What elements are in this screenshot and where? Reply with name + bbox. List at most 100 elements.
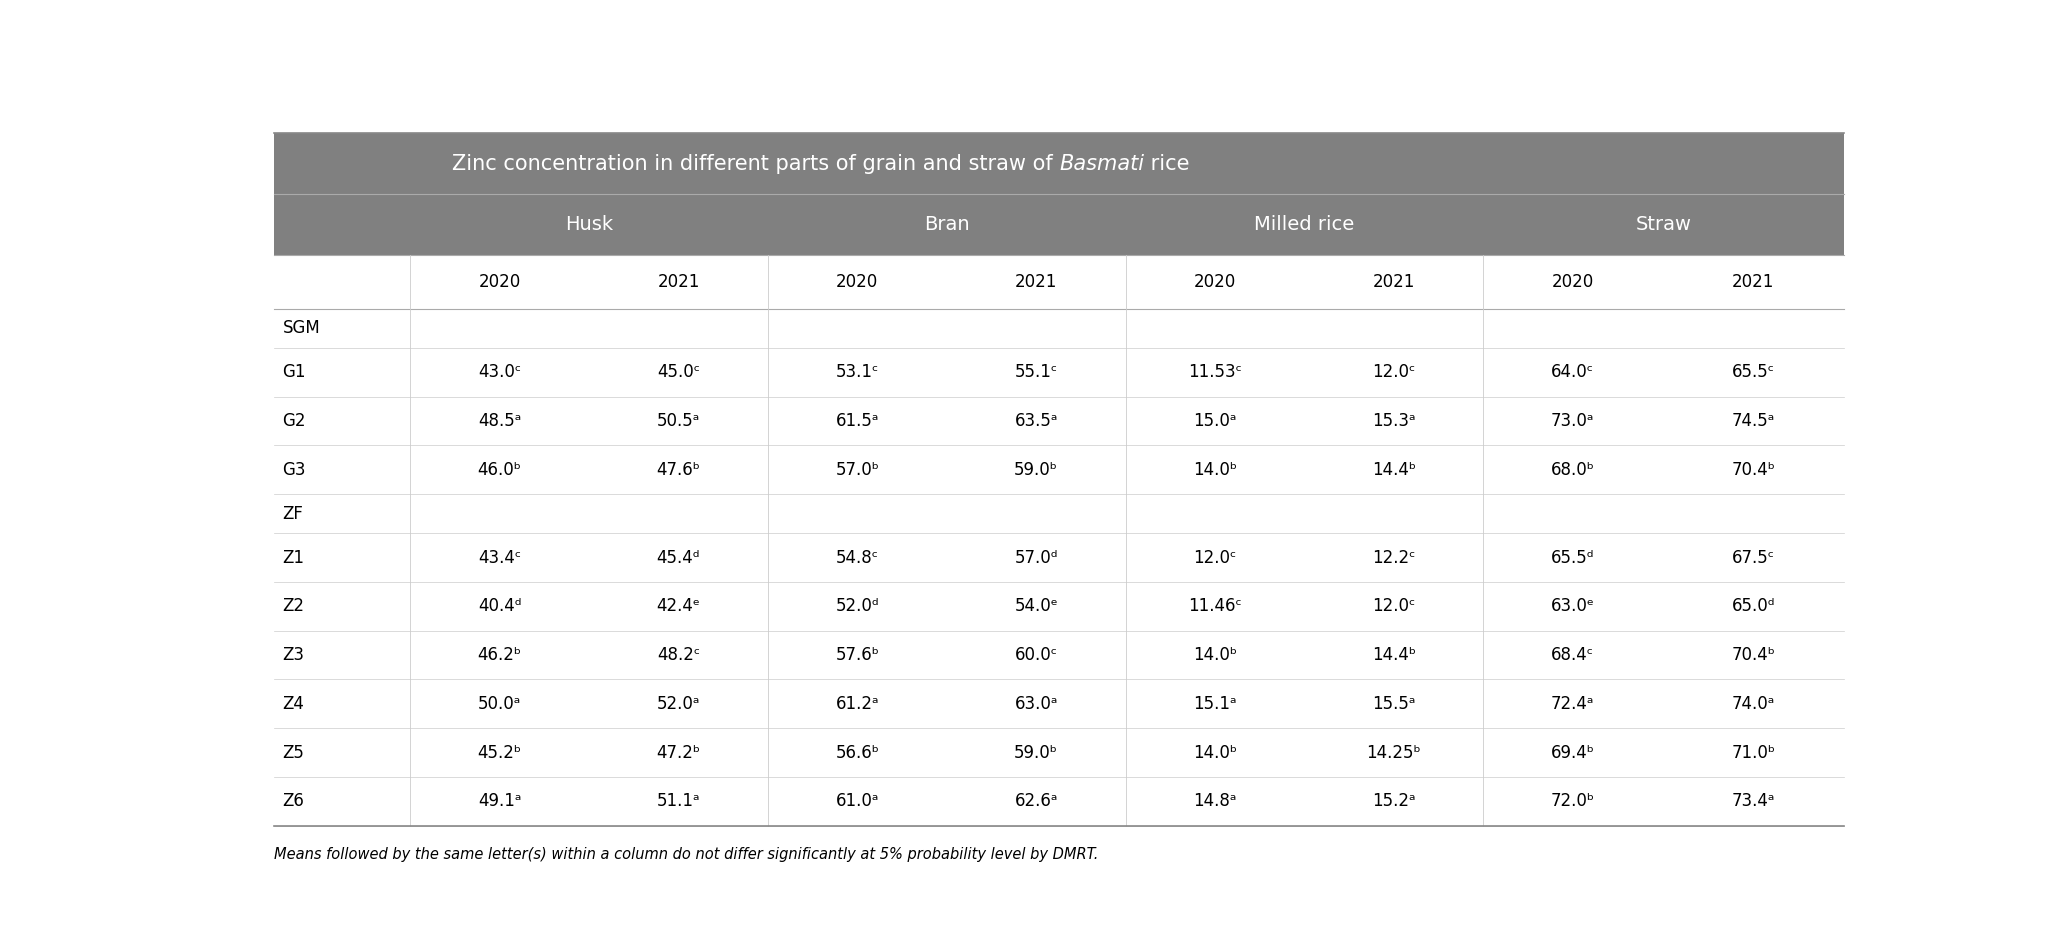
Text: 60.0ᶜ: 60.0ᶜ [1015,646,1058,664]
Text: 14.4ᵇ: 14.4ᵇ [1372,646,1416,664]
Text: Milled rice: Milled rice [1255,215,1354,233]
Text: 59.0ᵇ: 59.0ᵇ [1015,460,1058,479]
Text: Z4: Z4 [283,695,304,712]
Text: 72.4ᵃ: 72.4ᵃ [1550,695,1594,712]
Text: Straw: Straw [1635,215,1691,233]
Text: Zinc concentration in different parts of grain and straw of: Zinc concentration in different parts of… [453,153,1060,174]
Text: 70.4ᵇ: 70.4ᵇ [1732,646,1776,664]
Text: 2021: 2021 [1372,272,1416,291]
Text: Means followed by the same letter(s) within a column do not differ significantly: Means followed by the same letter(s) wit… [275,847,1100,862]
Text: 15.1ᵃ: 15.1ᵃ [1193,695,1236,712]
Bar [275,494,1844,534]
Text: rice: rice [1145,153,1191,174]
Bar [275,194,1844,255]
Text: 14.0ᵇ: 14.0ᵇ [1193,460,1236,479]
Text: 61.2ᵃ: 61.2ᵃ [835,695,878,712]
Text: 14.25ᵇ: 14.25ᵇ [1366,743,1422,762]
Text: 54.8ᶜ: 54.8ᶜ [835,549,878,566]
Text: 63.0ᵃ: 63.0ᵃ [1015,695,1058,712]
Text: 64.0ᶜ: 64.0ᶜ [1550,364,1594,381]
Text: 14.0ᵇ: 14.0ᵇ [1193,646,1236,664]
Text: 47.6ᵇ: 47.6ᵇ [657,460,701,479]
Text: 50.5ᵃ: 50.5ᵃ [657,412,701,430]
Text: 56.6ᵇ: 56.6ᵇ [835,743,878,762]
Text: 73.4ᵃ: 73.4ᵃ [1732,792,1776,810]
Bar [275,396,1844,445]
Text: ZF: ZF [283,505,304,523]
Text: 62.6ᵃ: 62.6ᵃ [1015,792,1058,810]
Text: 65.5ᵈ: 65.5ᵈ [1550,549,1594,566]
Text: 68.0ᵇ: 68.0ᵇ [1550,460,1594,479]
Text: 42.4ᵉ: 42.4ᵉ [657,597,701,616]
Text: 46.0ᵇ: 46.0ᵇ [477,460,521,479]
Text: Z5: Z5 [283,743,304,762]
Text: 2020: 2020 [1195,272,1236,291]
Bar [275,631,1844,680]
Text: Bran: Bran [924,215,969,233]
Text: 48.5ᵃ: 48.5ᵃ [477,412,521,430]
Bar [275,582,1844,631]
Text: 15.2ᵃ: 15.2ᵃ [1372,792,1416,810]
Bar [275,777,1844,826]
Text: 46.2ᵇ: 46.2ᵇ [477,646,521,664]
Bar [275,728,1844,777]
Text: 43.4ᶜ: 43.4ᶜ [477,549,521,566]
Bar [275,534,1844,582]
Text: 15.3ᵃ: 15.3ᵃ [1372,412,1416,430]
Text: 14.0ᵇ: 14.0ᵇ [1193,743,1236,762]
Text: 2021: 2021 [1732,272,1773,291]
Text: 61.0ᵃ: 61.0ᵃ [835,792,878,810]
Text: 67.5ᶜ: 67.5ᶜ [1732,549,1776,566]
Text: 54.0ᵉ: 54.0ᵉ [1015,597,1058,616]
Text: 2020: 2020 [837,272,878,291]
Text: SGM: SGM [283,319,320,338]
Text: G2: G2 [283,412,306,430]
Text: 71.0ᵇ: 71.0ᵇ [1732,743,1776,762]
Text: 45.0ᶜ: 45.0ᶜ [657,364,701,381]
Text: 69.4ᵇ: 69.4ᵇ [1550,743,1594,762]
Text: 50.0ᵃ: 50.0ᵃ [477,695,521,712]
Text: 53.1ᶜ: 53.1ᶜ [835,364,878,381]
Text: 73.0ᵃ: 73.0ᵃ [1550,412,1594,430]
Text: 47.2ᵇ: 47.2ᵇ [657,743,701,762]
Text: Husk: Husk [564,215,614,233]
Text: 15.5ᵃ: 15.5ᵃ [1372,695,1416,712]
Text: 57.0ᵈ: 57.0ᵈ [1015,549,1058,566]
Text: Z2: Z2 [283,597,304,616]
Text: 65.5ᶜ: 65.5ᶜ [1732,364,1776,381]
Text: Z6: Z6 [283,792,304,810]
Text: 2021: 2021 [657,272,699,291]
Text: 40.4ᵈ: 40.4ᵈ [477,597,521,616]
Text: 63.0ᵉ: 63.0ᵉ [1550,597,1594,616]
Text: 45.4ᵈ: 45.4ᵈ [657,549,701,566]
Text: 65.0ᵈ: 65.0ᵈ [1732,597,1776,616]
Text: 57.6ᵇ: 57.6ᵇ [835,646,878,664]
Bar [275,255,1844,309]
Text: 74.0ᵃ: 74.0ᵃ [1732,695,1776,712]
Text: 12.0ᶜ: 12.0ᶜ [1372,597,1416,616]
Text: 11.53ᶜ: 11.53ᶜ [1189,364,1242,381]
Text: 63.5ᵃ: 63.5ᵃ [1015,412,1058,430]
Text: 48.2ᶜ: 48.2ᶜ [657,646,701,664]
Text: 52.0ᵃ: 52.0ᵃ [657,695,701,712]
Bar [275,445,1844,494]
Text: 59.0ᵇ: 59.0ᵇ [1015,743,1058,762]
Bar [275,309,1844,348]
Text: 52.0ᵈ: 52.0ᵈ [835,597,878,616]
Text: 70.4ᵇ: 70.4ᵇ [1732,460,1776,479]
Text: 61.5ᵃ: 61.5ᵃ [835,412,878,430]
Text: 12.0ᶜ: 12.0ᶜ [1193,549,1236,566]
Text: 72.0ᵇ: 72.0ᵇ [1550,792,1596,810]
Text: 55.1ᶜ: 55.1ᶜ [1015,364,1058,381]
Bar [275,680,1844,728]
Text: 57.0ᵇ: 57.0ᵇ [835,460,878,479]
Text: 11.46ᶜ: 11.46ᶜ [1189,597,1242,616]
Bar [275,133,1844,194]
Text: Basmati: Basmati [1060,153,1145,174]
Text: Z3: Z3 [283,646,304,664]
Text: 2021: 2021 [1015,272,1058,291]
Text: 51.1ᵃ: 51.1ᵃ [657,792,701,810]
Text: 12.0ᶜ: 12.0ᶜ [1372,364,1416,381]
Text: 2020: 2020 [1552,272,1594,291]
Text: 15.0ᵃ: 15.0ᵃ [1193,412,1236,430]
